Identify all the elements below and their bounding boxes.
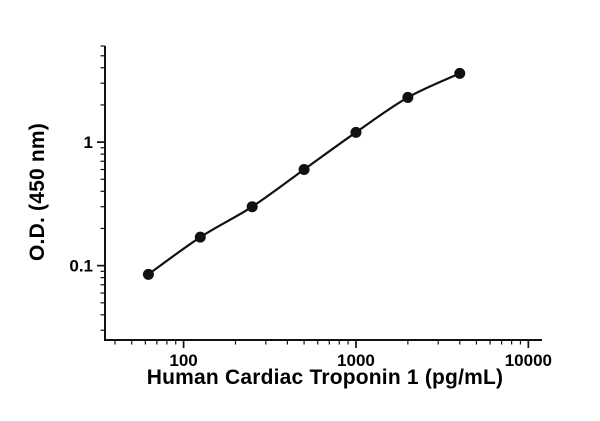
y-tick-label: 1: [84, 133, 93, 152]
data-point: [454, 67, 466, 79]
x-tick-label: 100: [169, 351, 197, 370]
y-tick-label: 0.1: [69, 257, 93, 276]
data-point: [194, 231, 206, 243]
data-point: [142, 268, 154, 280]
data-point: [402, 91, 414, 103]
x-tick-label: 10000: [505, 351, 552, 370]
x-axis-title: Human Cardiac Troponin 1 (pg/mL): [146, 366, 504, 389]
data-point: [298, 164, 310, 176]
data-point: [350, 126, 362, 138]
data-point: [246, 201, 258, 213]
y-axis-title: O.D. (450 nm): [26, 123, 49, 261]
x-tick-label: 1000: [337, 351, 375, 370]
